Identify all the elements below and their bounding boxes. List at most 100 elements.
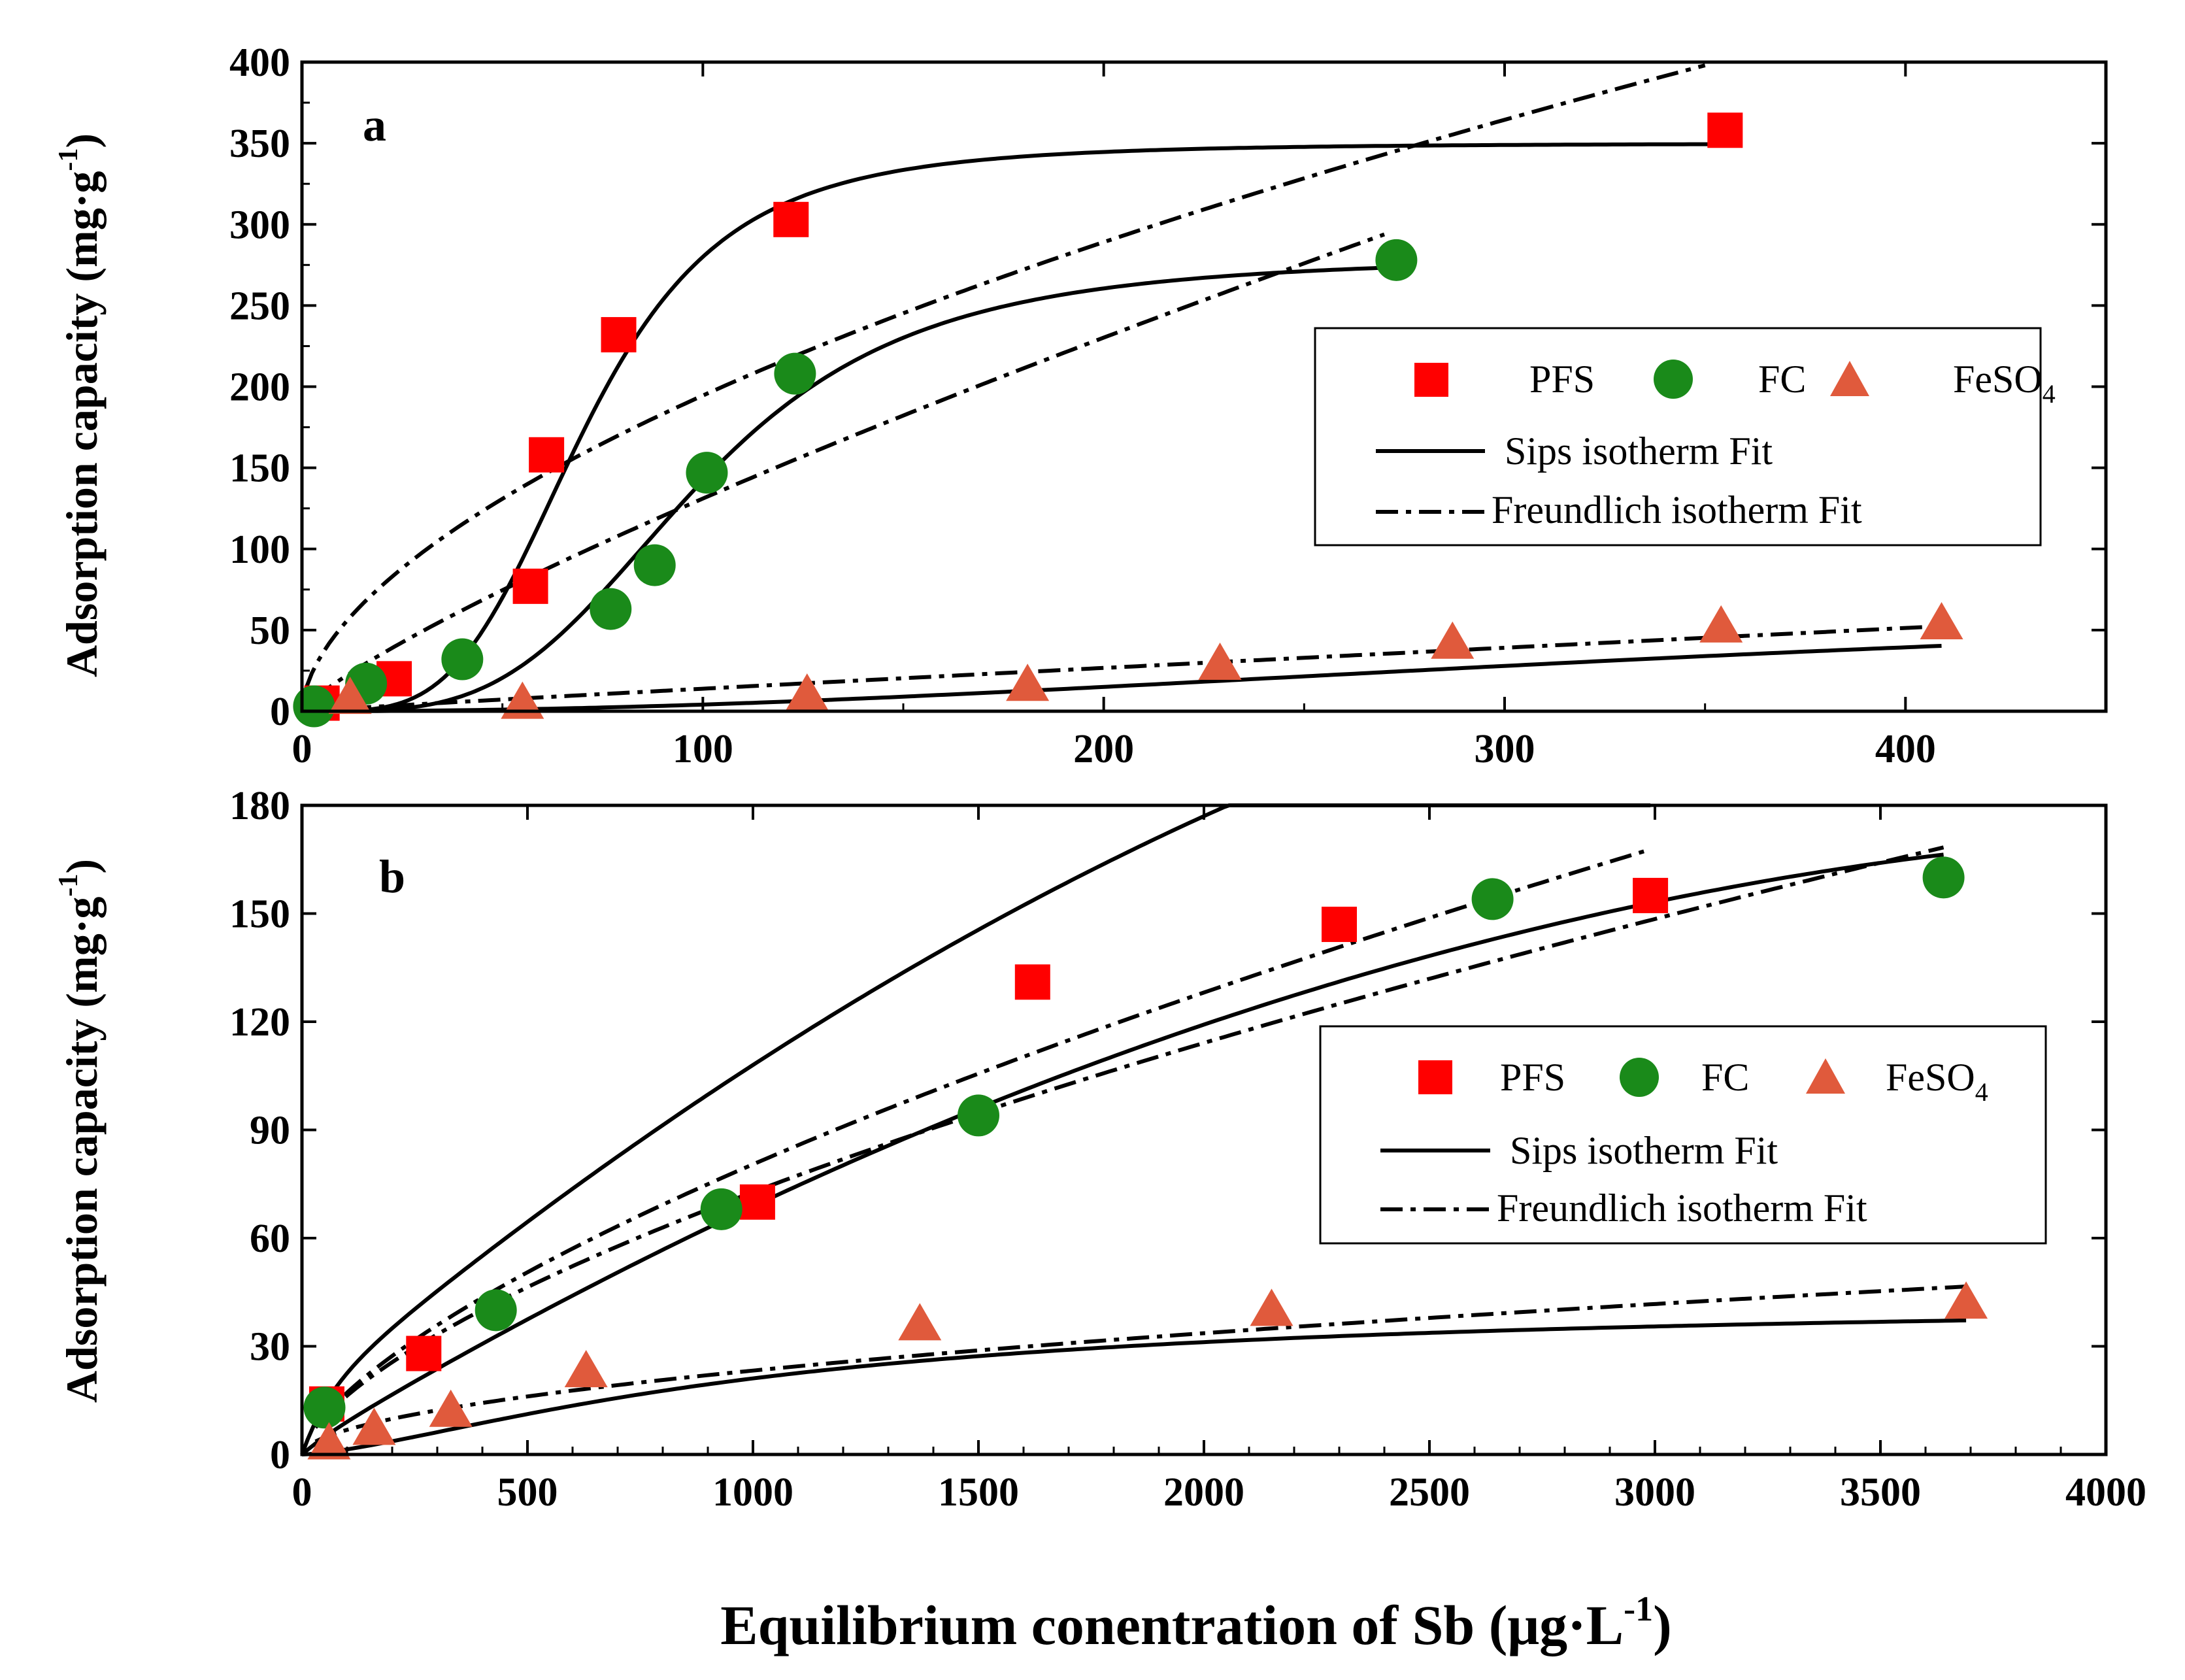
panel-b-x-tick-label: 2000 bbox=[1163, 1470, 1244, 1515]
panel-b: 0 500 1000 1500 2000 2500 3000 3500 4000 0 30 60 90 1… bbox=[54, 784, 2146, 1515]
panel-b-legend-fc-label: FC bbox=[1701, 1056, 1749, 1099]
panel-b-pfs-point bbox=[1322, 907, 1357, 943]
panel-a-pfs-point bbox=[601, 317, 637, 353]
panel-a-feso4-point bbox=[1198, 643, 1242, 680]
panel-a-legend-freundlich-label: Freundlich isotherm Fit bbox=[1492, 488, 1862, 531]
panel-a-fc-point bbox=[633, 544, 676, 586]
panel-b-legend: PFS FC FeSO4 Sips isotherm Fit Freundlic… bbox=[1319, 1025, 2047, 1245]
panel-a-y-tick-label: 300 bbox=[229, 203, 290, 247]
panel-a-x-tick-label: 100 bbox=[673, 727, 733, 771]
panel-b-y-tick-label: 90 bbox=[250, 1109, 290, 1153]
panel-b-fit-curves bbox=[300, 803, 1967, 1456]
panel-b-y-tick-label: 150 bbox=[229, 892, 290, 937]
panel-b-fc-point bbox=[475, 1289, 517, 1332]
panel-b-feso4-point bbox=[898, 1303, 942, 1341]
panel-a-fit-feso4-sips bbox=[302, 644, 1942, 713]
panel-b-legend-feso4-label: FeSO4 bbox=[1886, 1056, 1988, 1107]
panel-a-legend-sips-label: Sips isotherm Fit bbox=[1505, 429, 1773, 473]
panel-b-legend-pfs-label: PFS bbox=[1500, 1056, 1565, 1099]
panel-a-pfs-point bbox=[773, 201, 809, 237]
panel-b-y-tick-label: 120 bbox=[229, 1000, 290, 1045]
panel-b-fit-fc-sips bbox=[301, 852, 1944, 1456]
x-axis-title: Equilibrium conentration of Sb (μg·L-1) bbox=[720, 1589, 1672, 1656]
panel-a-pfs-point bbox=[529, 437, 565, 473]
panel-b-y-tick-label: 0 bbox=[270, 1433, 290, 1477]
panel-a-feso4-point bbox=[501, 681, 544, 719]
panel-a-fit-pfs-sips bbox=[302, 142, 1726, 713]
panel-b-legend-feso4-marker bbox=[1806, 1058, 1845, 1094]
panel-a-fit-fc-sips bbox=[302, 265, 1397, 713]
panel-b-label: b bbox=[379, 850, 405, 903]
panel-a-data-points bbox=[293, 112, 1963, 728]
panel-a-fc-point bbox=[774, 352, 816, 395]
panel-a-x-tick-label: 200 bbox=[1073, 727, 1134, 771]
panel-a-y-axis-title: Adsorption capacity (mg·g-1) bbox=[54, 133, 107, 677]
panel-a-ticks: 0 100 200 300 400 0 50 100 150 200 250 300 350 400 bbox=[229, 41, 2106, 771]
panel-b-legend-fc-marker bbox=[1620, 1058, 1659, 1097]
panel-a-y-tick-label: 250 bbox=[229, 284, 290, 328]
panel-b-y-tick-label: 30 bbox=[250, 1325, 290, 1369]
panel-b-feso4-point bbox=[429, 1389, 473, 1427]
panel-b-legend-pfs-marker bbox=[1418, 1060, 1452, 1094]
panel-a-fc-point bbox=[1375, 239, 1418, 281]
panel-a-x-tick-label: 0 bbox=[292, 727, 312, 771]
panel-b-x-tick-label: 3000 bbox=[1614, 1470, 1695, 1515]
panel-b-fc-point bbox=[303, 1386, 346, 1429]
panel-b-legend-sips-label: Sips isotherm Fit bbox=[1510, 1129, 1778, 1172]
panel-b-x-tick-label: 0 bbox=[292, 1470, 312, 1515]
panel-a-fc-point bbox=[686, 452, 728, 494]
panel-a-pfs-point bbox=[1707, 112, 1743, 148]
panel-b-pfs-point bbox=[1633, 877, 1669, 913]
panel-b-fit-pfs-freundlich bbox=[314, 848, 1647, 1428]
panel-b-fit-fc-freundlich bbox=[314, 845, 1944, 1429]
panel-a-y-tick-label: 50 bbox=[250, 609, 290, 653]
panel-a-feso4-point bbox=[1920, 601, 1963, 639]
panel-b-fit-feso4-sips bbox=[301, 1318, 1967, 1456]
panel-a-feso4-point bbox=[1699, 605, 1743, 643]
panel-a-legend-pfs-label: PFS bbox=[1529, 358, 1595, 401]
panel-b-feso4-point bbox=[307, 1422, 351, 1460]
panel-b-fc-point bbox=[1922, 856, 1965, 899]
panel-a-x-tick-label: 400 bbox=[1875, 727, 1936, 771]
panel-a-legend-feso4-marker bbox=[1830, 361, 1869, 396]
panel-b-y-tick-label: 60 bbox=[250, 1217, 290, 1261]
panel-b-x-tick-label: 4000 bbox=[2065, 1470, 2146, 1515]
panel-a-fc-point bbox=[590, 588, 632, 630]
panel-a-feso4-point bbox=[785, 673, 829, 711]
panel-a-y-tick-label: 350 bbox=[229, 122, 290, 166]
panel-b-pfs-point bbox=[739, 1184, 775, 1220]
panel-b-x-tick-label: 500 bbox=[497, 1470, 558, 1515]
panel-a-legend-feso4-label: FeSO4 bbox=[1953, 358, 2056, 409]
panel-b-feso4-point bbox=[352, 1407, 396, 1445]
panel-b-feso4-point bbox=[1250, 1288, 1293, 1326]
panel-a-feso4-point bbox=[1431, 621, 1475, 659]
panel-b-pfs-point bbox=[1014, 964, 1050, 1000]
panel-a-fc-point bbox=[441, 638, 484, 680]
panel-b-y-tick-label: 180 bbox=[229, 784, 290, 828]
panel-a-y-tick-label: 400 bbox=[229, 41, 290, 85]
panel-a-fit-curves bbox=[302, 63, 1942, 713]
panel-b-x-tick-label: 1000 bbox=[712, 1470, 793, 1515]
panel-a-legend-fc-marker bbox=[1654, 360, 1693, 399]
panel-b-pfs-point bbox=[406, 1336, 442, 1371]
panel-a-label: a bbox=[363, 99, 386, 151]
panel-a-legend-pfs-marker bbox=[1414, 363, 1448, 397]
panel-a-y-tick-label: 100 bbox=[229, 528, 290, 572]
panel-b-feso4-point bbox=[1944, 1281, 1988, 1319]
panel-a-fc-point bbox=[293, 685, 335, 728]
panel-b-data-points bbox=[303, 856, 1988, 1460]
panel-b-ticks: 0 500 1000 1500 2000 2500 3000 3500 4000 0 30 60 90 1… bbox=[229, 784, 2146, 1515]
panel-a-fit-pfs-freundlich bbox=[304, 63, 1706, 690]
panel-a-feso4-point bbox=[1006, 664, 1050, 701]
panel-a-y-tick-label: 150 bbox=[229, 446, 290, 491]
panel-a-legend-fc-label: FC bbox=[1758, 358, 1806, 401]
panel-a-pfs-point bbox=[512, 568, 548, 604]
panel-b-legend-freundlich-label: Freundlich isotherm Fit bbox=[1497, 1186, 1867, 1230]
panel-a-feso4-point bbox=[328, 677, 372, 714]
panel-b-x-tick-label: 2500 bbox=[1389, 1470, 1470, 1515]
panel-b-fit-feso4-freundlich bbox=[314, 1285, 1967, 1443]
panel-b-fc-point bbox=[1471, 878, 1514, 920]
